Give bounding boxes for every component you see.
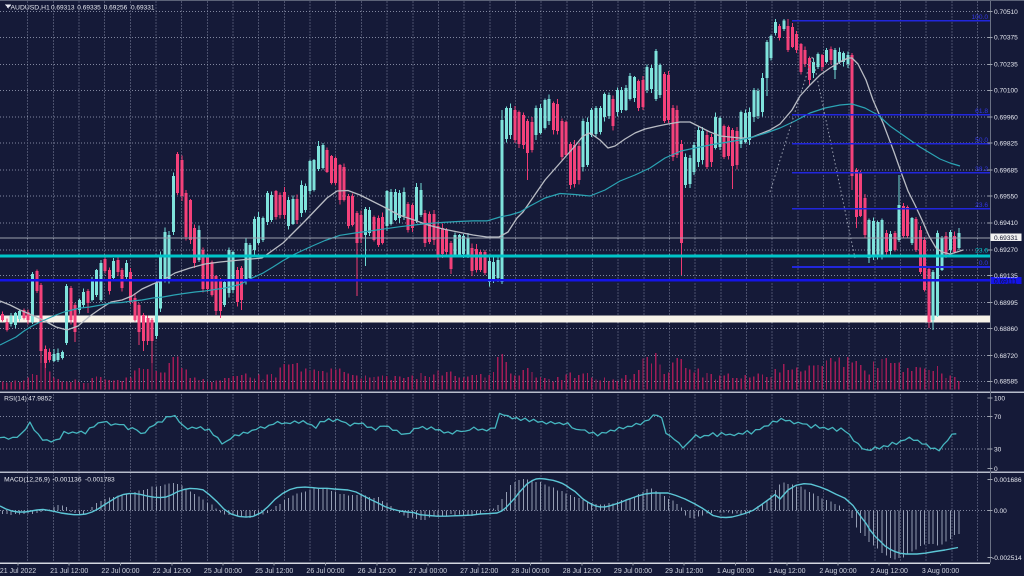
svg-text:2 Aug 12:00: 2 Aug 12:00 <box>871 568 908 575</box>
svg-text:RSI(14): RSI(14) <box>4 396 27 403</box>
svg-text:21 Jul 12:00: 21 Jul 12:00 <box>50 568 88 575</box>
svg-text:27 Jul 00:00: 27 Jul 00:00 <box>409 568 447 575</box>
svg-text:-0.001136: -0.001136 <box>52 476 82 483</box>
svg-text:0.69135: 0.69135 <box>994 273 1018 280</box>
svg-text:23.6: 23.6 <box>975 248 988 255</box>
svg-text:25 Jul 12:00: 25 Jul 12:00 <box>255 568 293 575</box>
svg-text:0.70510: 0.70510 <box>994 9 1018 16</box>
svg-text:-0.001783: -0.001783 <box>85 476 115 483</box>
svg-text:0.68860: 0.68860 <box>994 326 1018 333</box>
svg-text:28 Jul 12:00: 28 Jul 12:00 <box>563 568 601 575</box>
svg-text:0.69410: 0.69410 <box>994 220 1018 227</box>
svg-text:23.6: 23.6 <box>975 202 988 209</box>
svg-text:AUDUSD,H1: AUDUSD,H1 <box>11 4 50 11</box>
svg-text:29 Jul 00:00: 29 Jul 00:00 <box>614 568 652 575</box>
svg-text:0.70375: 0.70375 <box>994 35 1018 42</box>
svg-text:1 Aug 12:00: 1 Aug 12:00 <box>768 568 805 575</box>
svg-text:21 Jul 2022: 21 Jul 2022 <box>0 568 36 575</box>
svg-text:28 Jul 00:00: 28 Jul 00:00 <box>511 568 549 575</box>
svg-text:61.8: 61.8 <box>975 108 988 115</box>
svg-text:50.0: 50.0 <box>975 137 988 144</box>
svg-text:47.9852: 47.9852 <box>28 396 52 403</box>
svg-text:1 Aug 00:00: 1 Aug 00:00 <box>717 568 754 575</box>
svg-text:0.69825: 0.69825 <box>994 140 1018 147</box>
svg-text:0.69960: 0.69960 <box>994 115 1018 122</box>
svg-text:0.69111: 0.69111 <box>994 278 1017 285</box>
svg-text:38.2: 38.2 <box>975 166 988 173</box>
svg-text:0.68720: 0.68720 <box>994 353 1018 360</box>
svg-text:MACD(12,26,9): MACD(12,26,9) <box>4 476 50 483</box>
svg-text:0.68585: 0.68585 <box>994 379 1018 386</box>
svg-text:0.68995: 0.68995 <box>994 300 1018 307</box>
svg-text:3 Aug 00:00: 3 Aug 00:00 <box>922 568 959 575</box>
svg-text:0.00: 0.00 <box>994 508 1007 515</box>
svg-text:0.69270: 0.69270 <box>994 247 1018 254</box>
svg-text:27 Jul 12:00: 27 Jul 12:00 <box>460 568 498 575</box>
svg-text:0.69550: 0.69550 <box>994 193 1018 200</box>
svg-text:0: 0 <box>994 466 998 473</box>
svg-text:2 Aug 00:00: 2 Aug 00:00 <box>819 568 856 575</box>
svg-text:0.69685: 0.69685 <box>994 167 1018 174</box>
svg-text:0.69313: 0.69313 <box>51 4 75 11</box>
svg-text:22 Jul 12:00: 22 Jul 12:00 <box>153 568 191 575</box>
svg-text:0.69331: 0.69331 <box>994 235 1018 242</box>
svg-text:30: 30 <box>994 446 1002 453</box>
svg-text:26 Jul 12:00: 26 Jul 12:00 <box>358 568 396 575</box>
svg-text:29 Jul 12:00: 29 Jul 12:00 <box>665 568 703 575</box>
svg-text:0.69256: 0.69256 <box>104 4 128 11</box>
svg-text:0.69331: 0.69331 <box>131 4 155 11</box>
svg-text:0.69335: 0.69335 <box>77 4 101 11</box>
svg-text:26 Jul 00:00: 26 Jul 00:00 <box>306 568 344 575</box>
svg-text:0.0: 0.0 <box>979 260 988 267</box>
svg-text:25 Jul 00:00: 25 Jul 00:00 <box>204 568 242 575</box>
svg-text:70: 70 <box>994 414 1002 421</box>
svg-text:0.70100: 0.70100 <box>994 88 1018 95</box>
svg-text:0.001686: 0.001686 <box>994 477 1022 484</box>
svg-text:100.0: 100.0 <box>971 14 988 21</box>
svg-text:100: 100 <box>994 395 1005 402</box>
svg-text:0.70235: 0.70235 <box>994 62 1018 69</box>
svg-text:22 Jul 00:00: 22 Jul 00:00 <box>101 568 139 575</box>
svg-text:-0.002514: -0.002514 <box>992 555 1022 562</box>
